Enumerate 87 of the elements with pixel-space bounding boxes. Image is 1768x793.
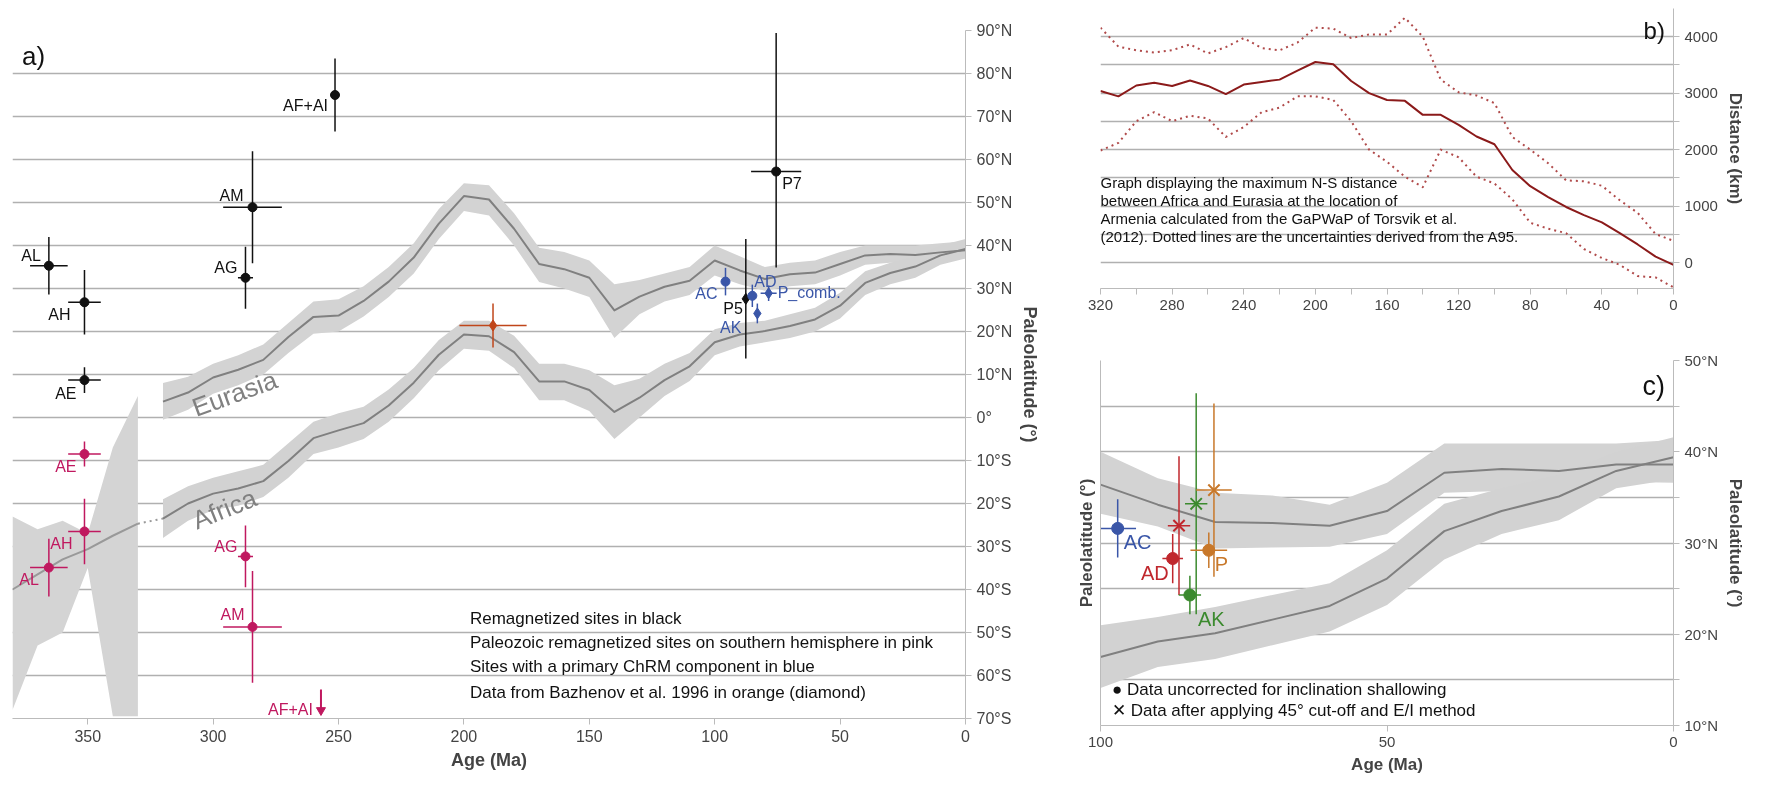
y-tick-label: 20°S <box>976 495 1012 512</box>
y-tick-label: 30°N <box>976 280 1013 297</box>
x-tick-label: 120 <box>1446 295 1472 313</box>
y-tick-label: 4000 <box>1684 27 1718 45</box>
series-label: AD <box>754 273 777 291</box>
annotation: a) <box>22 40 46 71</box>
x-tick-label: 40 <box>1593 295 1611 313</box>
annotation: Data from Bazhenov et al. 1996 in orange (diamond) <box>469 682 866 702</box>
series-label: AD <box>1140 561 1169 584</box>
series-label: AC <box>695 285 718 303</box>
annotation: c) <box>1642 371 1665 402</box>
series-label: AC <box>1123 531 1152 554</box>
series-label: AE <box>55 384 77 402</box>
y-tick-label: 20°N <box>1684 625 1719 643</box>
x-tick-label: 320 <box>1087 295 1114 313</box>
x-tick-label: 100 <box>701 727 729 745</box>
annotation: ✕ Data after applying 45° cut-off and E/I method <box>1111 701 1476 721</box>
x-tick-label: 0 <box>1669 732 1678 750</box>
y-tick-label: 70°N <box>976 108 1013 125</box>
series-label: P <box>1214 553 1229 576</box>
y-tick-label: 50°N <box>1684 352 1719 369</box>
x-tick-label: 50 <box>1378 732 1396 750</box>
series-label: AK <box>1197 608 1226 631</box>
y-tick-label: 80°N <box>976 65 1013 82</box>
annotation: ● Data uncorrected for inclination shallowing <box>1111 679 1447 699</box>
y-tick-label: 3000 <box>1684 84 1718 102</box>
x-axis-title: Age (Ma) <box>1351 754 1423 774</box>
x-tick-label: 200 <box>450 727 478 745</box>
y-tick-label: 1000 <box>1684 197 1718 215</box>
y-tick-label: 50°S <box>976 624 1012 641</box>
y-tick-label: 0 <box>1684 253 1693 271</box>
y-tick-label: 10°N <box>1684 717 1719 734</box>
y-tick-label: 60°S <box>976 667 1012 684</box>
y-tick-label: 90°N <box>976 22 1013 39</box>
y-axis-title: Distance (km) <box>1725 92 1745 205</box>
series-label: AF+AI <box>283 96 329 114</box>
annotation: Sites with a primary ChRM component in blue <box>469 657 815 677</box>
series-label: AL <box>19 571 39 589</box>
y-tick-label: 40°S <box>976 581 1012 598</box>
annotation: Graph displaying the maximum N-S distance between Africa and Eurasia at the location of Armenia calculated from the GaPWaP of Torsvik et al. (2012). Dotted lines are the uncertainties derived from the A95. <box>1100 173 1519 245</box>
series-label: P_comb. <box>777 283 841 302</box>
x-tick-label: 80 <box>1521 295 1539 313</box>
annotation: Paleozoic remagnetized sites on southern hemisphere in pink <box>469 633 934 653</box>
series-label: AL <box>21 247 41 265</box>
x-tick-label: 350 <box>74 727 102 745</box>
y-tick-label: 60°N <box>976 151 1013 168</box>
y-tick-label: 10°S <box>976 452 1012 469</box>
annotation: AF+AI <box>268 701 313 719</box>
x-tick-label: 50 <box>831 727 850 745</box>
x-tick-label: 100 <box>1087 732 1114 750</box>
y-tick-label: 0° <box>976 409 992 426</box>
y-tick-label: 30°N <box>1684 534 1719 552</box>
x-tick-label: 0 <box>1669 295 1678 313</box>
text: Eurasia <box>188 364 282 423</box>
y-tick-label: 10°N <box>976 366 1013 383</box>
x-tick-label: 200 <box>1302 295 1328 313</box>
x-axis-title: Age (Ma) <box>451 749 528 770</box>
text: Africa <box>188 482 262 536</box>
y-tick-label: 40°N <box>1684 443 1719 461</box>
series-label: P5 <box>723 300 743 318</box>
y-tick-label: 50°N <box>976 194 1013 211</box>
series-label: AE <box>55 457 77 475</box>
y-tick-label: 20°N <box>976 323 1013 340</box>
x-tick-label: 160 <box>1374 295 1400 313</box>
series-label: AG <box>214 537 238 555</box>
series-label: AK <box>720 318 742 336</box>
y-axis-title: Paleolatitude (°) <box>1020 306 1041 443</box>
x-tick-label: 240 <box>1231 295 1257 313</box>
series-label: P7 <box>782 175 802 193</box>
annotation: b) <box>1643 16 1665 44</box>
x-tick-label: 280 <box>1159 295 1185 313</box>
x-tick-label: 300 <box>199 727 227 745</box>
x-tick-label: 150 <box>575 727 603 745</box>
text: Paleolatitude (°) <box>1076 478 1096 608</box>
series-label: AG <box>214 259 238 277</box>
series-label: AM <box>219 186 244 204</box>
y-tick-label: 40°N <box>976 237 1013 254</box>
series-label: AH <box>50 534 73 552</box>
y-axis-title: Paleolatitude (°) <box>1726 478 1746 608</box>
series-label: AH <box>48 305 71 323</box>
y-tick-label: 70°S <box>976 710 1012 727</box>
annotation: Remagnetized sites in black <box>469 609 683 629</box>
series-label: AM <box>220 606 245 624</box>
y-tick-label: 2000 <box>1684 140 1718 158</box>
x-tick-label: 0 <box>961 727 971 745</box>
y-tick-label: 30°S <box>976 538 1012 555</box>
x-tick-label: 250 <box>325 727 352 745</box>
